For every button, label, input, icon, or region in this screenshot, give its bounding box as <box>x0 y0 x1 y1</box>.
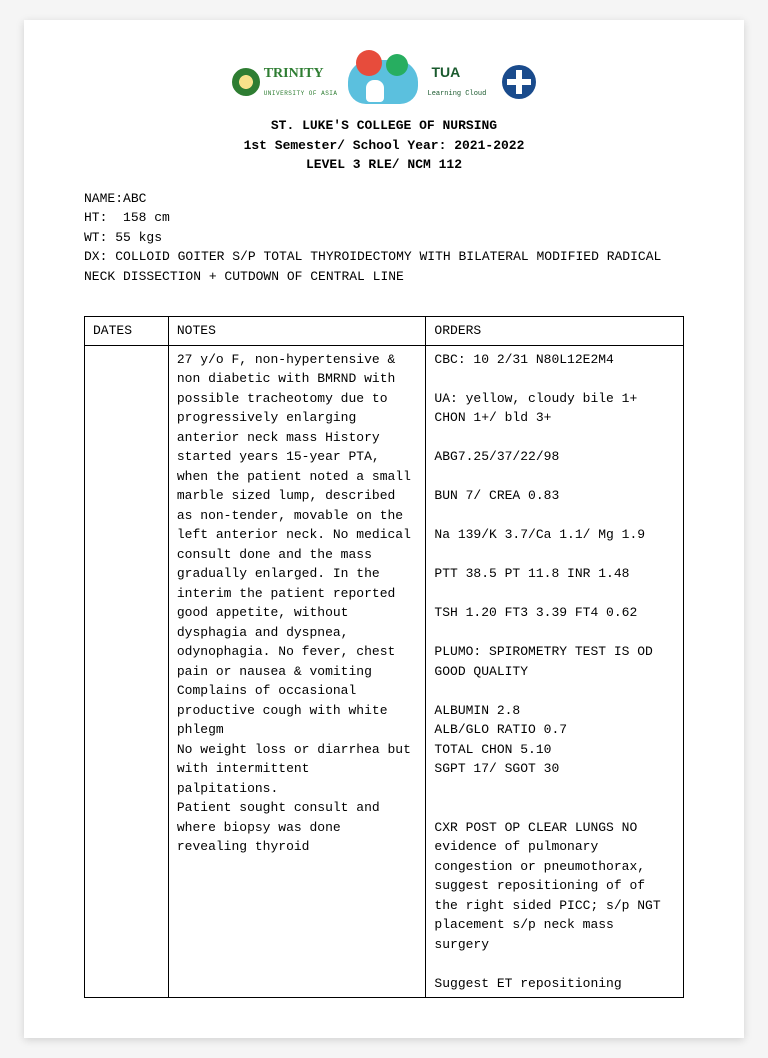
header-line3: LEVEL 3 RLE/ NCM 112 <box>84 155 684 175</box>
name-row: NAME:ABC <box>84 189 684 209</box>
name-label: NAME: <box>84 191 123 206</box>
table-row: 27 y/o F, non-hypertensive & non diabeti… <box>85 345 684 998</box>
cross-badge-icon <box>502 65 536 99</box>
dx-row: DX: COLLOID GOITER S/P TOTAL THYROIDECTO… <box>84 247 684 286</box>
col-notes-header: NOTES <box>168 317 426 346</box>
trinity-sub: UNIVERSITY OF ASIA <box>264 90 338 97</box>
tlc-cloud-icon <box>348 60 418 104</box>
wt-value: 55 kgs <box>115 230 162 245</box>
tua-text: TUA Learning Cloud <box>428 64 487 100</box>
trinity-seal-icon <box>232 68 260 96</box>
orders-table: DATES NOTES ORDERS 27 y/o F, non-hyperte… <box>84 316 684 998</box>
dx-label: DX: <box>84 249 107 264</box>
ht-label: HT: <box>84 210 107 225</box>
patient-info: NAME:ABC HT: 158 cm WT: 55 kgs DX: COLLO… <box>84 189 684 287</box>
header-block: ST. LUKE'S COLLEGE OF NURSING 1st Semest… <box>84 116 684 175</box>
trinity-name: TRINITY <box>264 66 324 81</box>
cell-notes: 27 y/o F, non-hypertensive & non diabeti… <box>168 345 426 998</box>
trinity-text: TRINITY UNIVERSITY OF ASIA <box>264 64 338 100</box>
name-value: ABC <box>123 191 146 206</box>
cell-dates <box>85 345 169 998</box>
trinity-logo: TRINITY UNIVERSITY OF ASIA <box>232 64 338 100</box>
tua-name: TUA <box>432 64 461 80</box>
header-line2: 1st Semester/ School Year: 2021-2022 <box>84 136 684 156</box>
logo-row: TRINITY UNIVERSITY OF ASIA TUA Learning … <box>84 60 684 104</box>
table-header-row: DATES NOTES ORDERS <box>85 317 684 346</box>
cell-orders: CBC: 10 2/31 N80L12E2M4UA: yellow, cloud… <box>426 345 684 998</box>
header-line1: ST. LUKE'S COLLEGE OF NURSING <box>84 116 684 136</box>
ht-value: 158 cm <box>123 210 170 225</box>
ht-row: HT: 158 cm <box>84 208 684 228</box>
dx-value: COLLOID GOITER S/P TOTAL THYROIDECTOMY W… <box>84 249 661 284</box>
col-dates-header: DATES <box>85 317 169 346</box>
wt-label: WT: <box>84 230 107 245</box>
tua-sub: Learning Cloud <box>428 90 487 98</box>
col-orders-header: ORDERS <box>426 317 684 346</box>
wt-row: WT: 55 kgs <box>84 228 684 248</box>
person-icon <box>366 80 384 102</box>
document-page: TRINITY UNIVERSITY OF ASIA TUA Learning … <box>24 20 744 1038</box>
